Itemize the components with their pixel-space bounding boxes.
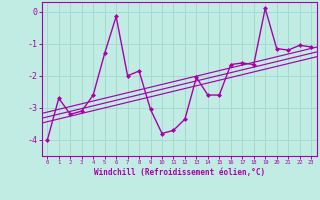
X-axis label: Windchill (Refroidissement éolien,°C): Windchill (Refroidissement éolien,°C) [94,168,265,177]
